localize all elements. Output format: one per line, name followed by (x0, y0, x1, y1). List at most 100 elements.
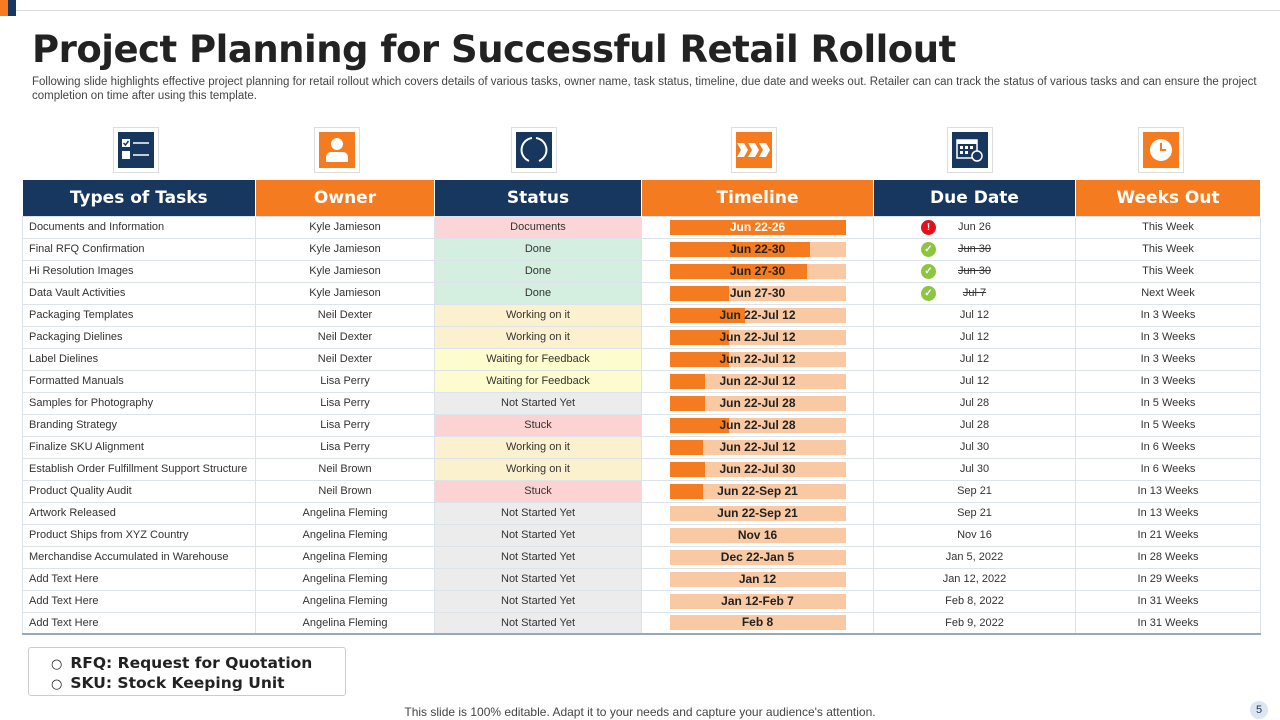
table-row: Product Quality Audit Neil Brown Stuck Jun … (22, 479, 1261, 503)
calendar-icon (947, 127, 993, 173)
page-title: Project Planning for Successful Retail R… (32, 28, 956, 71)
timeline-bar: Nov 16 (669, 527, 846, 543)
timeline-label: Jun 22-Sep 21 (717, 505, 798, 520)
due-date-cell: ✓ Jun 30 (873, 237, 1076, 261)
task-name: Packaging Dielines (22, 325, 256, 349)
owner-name: Lisa Perry (255, 435, 435, 459)
clock-icon (1138, 127, 1184, 173)
due-date: Jul 28 (959, 419, 990, 431)
column-header: Status (434, 180, 642, 216)
table-row: Packaging Templates Neil Dexter Working on… (22, 303, 1261, 327)
due-date-cell: Jul 12 (873, 369, 1076, 393)
timeline-progress-fill (669, 263, 807, 279)
check-icon: ✓ (921, 241, 936, 257)
task-name: Product Quality Audit (22, 479, 256, 503)
due-date: Jun 30 (957, 265, 992, 277)
weeks-out: Next Week (1075, 281, 1261, 305)
timeline-cell: Jun 22-Jul 12 (641, 303, 874, 327)
timeline-bar: Jun 22-Jul 12 (669, 373, 846, 389)
due-date: Jul 12 (959, 375, 990, 387)
timeline-label: Dec 22-Jan 5 (720, 549, 795, 564)
task-name: Add Text Here (22, 589, 256, 613)
weeks-out: In 28 Weeks (1075, 545, 1261, 569)
due-date: Jan 5, 2022 (945, 551, 1004, 563)
status-cell: Done (434, 259, 642, 283)
timeline-label: Jun 22-Jul 12 (719, 329, 796, 344)
status-cell: Working on it (434, 435, 642, 459)
timeline-label: Jun 22-Jul 28 (719, 395, 796, 410)
owner-name: Angelina Fleming (255, 589, 435, 613)
owner-name: Kyle Jamieson (255, 259, 435, 283)
weeks-out: In 13 Weeks (1075, 501, 1261, 525)
status-cell: Waiting for Feedback (434, 369, 642, 393)
page-description: Following slide highlights effective pro… (32, 76, 1257, 102)
timeline-progress-fill (669, 483, 703, 499)
timeline-label: Jun 22-Jul 28 (719, 417, 796, 432)
status-cell: Not Started Yet (434, 391, 642, 415)
timeline-cell: Jun 22-Jul 12 (641, 435, 874, 459)
table-row: Formatted Manuals Lisa Perry Waiting for F… (22, 369, 1261, 393)
abbreviation-legend: RFQ: Request for Quotation SKU: Stock Ke… (28, 647, 346, 696)
timeline-cell: Jun 22-Sep 21 (641, 479, 874, 503)
column-icons (22, 127, 1260, 173)
timeline-cell: Nov 16 (641, 523, 874, 547)
accent-block (0, 0, 16, 16)
timeline-cell: Jun 22-Jul 28 (641, 413, 874, 437)
owner-name: Neil Dexter (255, 347, 435, 371)
owner-name: Angelina Fleming (255, 611, 435, 635)
task-name: Packaging Templates (22, 303, 256, 327)
weeks-out: In 5 Weeks (1075, 413, 1261, 437)
timeline-bar: Jun 22-30 (669, 241, 846, 257)
status-cell: Working on it (434, 303, 642, 327)
table-row: Packaging Dielines Neil Dexter Working on … (22, 325, 1261, 349)
due-date-cell: Jul 30 (873, 457, 1076, 481)
task-name: Hi Resolution Images (22, 259, 256, 283)
due-date-cell: Jan 12, 2022 (873, 567, 1076, 591)
weeks-out: This Week (1075, 259, 1261, 283)
weeks-out: In 21 Weeks (1075, 523, 1261, 547)
checklist-icon (113, 127, 159, 173)
timeline-progress-fill (669, 417, 730, 433)
status-cell: Done (434, 281, 642, 305)
alert-icon: ! (921, 219, 936, 235)
status-cell: Waiting for Feedback (434, 347, 642, 371)
due-date: Feb 8, 2022 (945, 595, 1004, 607)
table-row: Final RFQ Confirmation Kyle Jamieson Done J… (22, 237, 1261, 261)
due-date-cell: Sep 21 (873, 501, 1076, 525)
timeline-bar: Dec 22-Jan 5 (669, 549, 846, 565)
task-name: Product Ships from XYZ Country (22, 523, 256, 547)
column-header: Types of Tasks (22, 180, 256, 216)
due-date-cell: Jul 12 (873, 325, 1076, 349)
due-date-cell: ! Jun 26 (873, 215, 1076, 239)
timeline-label: Jun 22-Jul 12 (719, 439, 796, 454)
due-date: Jul 7 (962, 287, 987, 299)
owner-name: Neil Brown (255, 479, 435, 503)
task-name: Samples for Photography (22, 391, 256, 415)
due-date-cell: Feb 9, 2022 (873, 611, 1076, 635)
status-cell: Not Started Yet (434, 523, 642, 547)
timeline-label: Jun 22-Jul 12 (719, 373, 796, 388)
timeline-cell: Jun 22-Jul 12 (641, 325, 874, 349)
timeline-progress-fill (669, 373, 705, 389)
timeline-bar: Jan 12 (669, 571, 846, 587)
table-row: Merchandise Accumulated in Warehouse Ange… (22, 545, 1261, 569)
due-date-cell: Jul 12 (873, 303, 1076, 327)
chevrons-right-icon (731, 127, 777, 173)
column-header: Due Date (873, 180, 1076, 216)
due-date-cell: Nov 16 (873, 523, 1076, 547)
column-header: Timeline (641, 180, 874, 216)
legend-item: RFQ: Request for Quotation (51, 654, 345, 674)
status-cell: Not Started Yet (434, 545, 642, 569)
timeline-label: Jan 12-Feb 7 (721, 593, 794, 608)
weeks-out: This Week (1075, 215, 1261, 239)
weeks-out: In 31 Weeks (1075, 611, 1261, 635)
task-name: Branding Strategy (22, 413, 256, 437)
status-cell: Stuck (434, 479, 642, 503)
timeline-label: Jun 22-Jul 12 (719, 307, 796, 322)
due-date: Jul 12 (959, 309, 990, 321)
timeline-cell: Jun 27-30 (641, 259, 874, 283)
timeline-label: Jan 12 (738, 571, 777, 586)
timeline-label: Jun 22-26 (729, 219, 786, 234)
task-name: Add Text Here (22, 567, 256, 591)
timeline-cell: Jun 27-30 (641, 281, 874, 305)
